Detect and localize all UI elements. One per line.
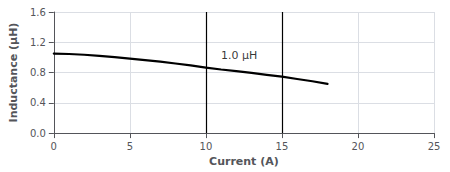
svg-text:15: 15 (276, 141, 289, 152)
svg-text:10: 10 (200, 141, 213, 152)
svg-text:25: 25 (428, 141, 441, 152)
svg-text:Current (A): Current (A) (209, 155, 279, 168)
svg-text:0.8: 0.8 (30, 67, 46, 78)
svg-text:Inductance (μH): Inductance (μH) (7, 23, 20, 123)
svg-text:0.4: 0.4 (30, 97, 46, 108)
svg-text:5: 5 (127, 141, 133, 152)
svg-text:1.6: 1.6 (30, 7, 46, 18)
svg-text:1.0 μH: 1.0 μH (221, 49, 257, 62)
svg-text:20: 20 (352, 141, 365, 152)
svg-text:0.0: 0.0 (30, 128, 46, 139)
svg-text:0: 0 (51, 141, 57, 152)
svg-text:1.2: 1.2 (30, 37, 46, 48)
